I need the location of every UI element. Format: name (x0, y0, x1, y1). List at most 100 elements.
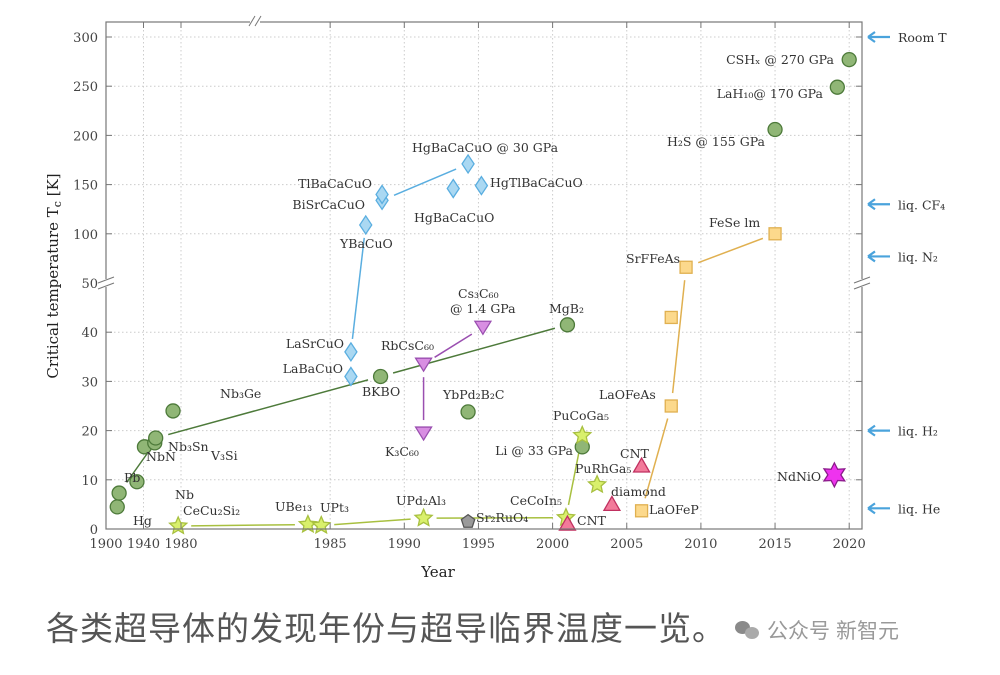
diamond-marker (344, 366, 358, 387)
circle-marker (841, 51, 857, 68)
triangle-down-marker (414, 426, 433, 442)
y-tick-label: 0 (90, 523, 98, 538)
watermark: 公众号 新智元 (735, 615, 899, 645)
point-label: @ 1.4 GPa (450, 301, 516, 316)
point-label: LaBaCuO (283, 361, 343, 376)
circle-marker (111, 485, 127, 501)
x-tick-label: 2020 (833, 537, 866, 552)
square-marker (679, 260, 693, 274)
triangle-down-marker (414, 357, 433, 373)
left-arrow-icon (867, 198, 890, 211)
point-label: Nb (175, 487, 194, 502)
y-tick-label: 50 (81, 277, 98, 292)
x-axis-label: Year (420, 563, 455, 581)
circle-marker (372, 368, 389, 385)
x-tick-label: 1940 (127, 537, 160, 552)
data-points (109, 51, 857, 535)
point-label: RbCsC₆₀ (381, 338, 434, 353)
square-marker (768, 227, 782, 241)
connector-line (434, 333, 473, 358)
point-label: CNT (620, 446, 650, 461)
point-label: Sr₂RuO₄ (476, 510, 528, 525)
watermark-account-label: 公众号 (767, 619, 830, 643)
reference-level-label: Room T (898, 30, 947, 45)
diamond-marker (461, 153, 475, 175)
circle-marker (460, 404, 476, 420)
point-label: NbN (146, 449, 176, 464)
point-label: Cs₃C₆₀ (458, 286, 499, 301)
diamond-marker (344, 341, 358, 363)
reference-level-label: liq. He (898, 501, 940, 516)
triangle-down-marker (473, 320, 493, 336)
y-tick-label: 20 (81, 425, 98, 440)
point-label: HgBaCaCuO @ 30 GPa (412, 140, 559, 155)
connector-line (168, 379, 369, 436)
connector-line (644, 418, 669, 499)
y-tick-label: 250 (73, 80, 98, 95)
point-label: LaOFeAs (599, 387, 656, 402)
point-label: YbPd₂B₂C (442, 387, 504, 402)
x-tick-label: 1985 (314, 537, 347, 552)
square-marker (664, 310, 678, 325)
axis-break-mask (250, 18, 260, 26)
axis-break-mask (855, 279, 869, 287)
point-label: LaOFeP (649, 502, 699, 517)
x-tick-label: 1900 (89, 537, 122, 552)
connector-line (393, 168, 457, 196)
y-tick-label: 200 (73, 129, 98, 144)
connector-line (567, 448, 581, 506)
x-tick-label: 2005 (610, 537, 643, 552)
circle-marker (165, 403, 181, 419)
axis-ticks: 1900 1940 1980 1985 1990 1995 2000 2005 2010 2015… (73, 15, 871, 552)
point-label: PuRhGa₅ (575, 461, 631, 476)
connector-line (334, 518, 411, 526)
pentagon-marker (460, 513, 476, 528)
left-arrow-icon (867, 250, 890, 263)
point-label: CeCu₂Si₂ (183, 503, 240, 518)
hexagram-marker (822, 461, 847, 489)
star-marker (413, 507, 434, 527)
point-label: BKBO (362, 384, 400, 399)
point-label: UPd₂Al₃ (396, 493, 446, 508)
point-label: LaSrCuO (286, 336, 344, 351)
connector-lines (126, 168, 764, 527)
point-label: diamond (611, 484, 666, 499)
point-label: NdNiO (777, 469, 821, 484)
star-marker (586, 474, 608, 494)
y-tick-label: 100 (73, 228, 98, 243)
left-arrow-icon (867, 502, 890, 515)
circle-marker (129, 474, 145, 490)
point-label: H₂S @ 155 GPa (667, 134, 766, 149)
point-label: UPt₃ (320, 500, 349, 515)
circle-marker (829, 79, 845, 95)
point-label: Nb₃Sn (168, 439, 209, 454)
reference-levels: Room T liq. CF₄ liq. N₂ liq. H₂ liq. He (867, 30, 947, 516)
triangle-up-marker (602, 495, 622, 512)
axis-break-mask (99, 279, 113, 287)
point-label: V₃Si (210, 448, 238, 463)
point-label: YBaCuO (339, 236, 393, 251)
diamond-marker (474, 175, 489, 196)
axis-break-icon (248, 15, 262, 27)
x-tick-label: 2000 (536, 537, 569, 552)
y-tick-label: 300 (73, 31, 98, 46)
circle-marker (109, 499, 125, 515)
star-marker (168, 515, 189, 535)
point-label: CeCoIn₅ (510, 493, 562, 508)
x-tick-label: 1990 (388, 537, 421, 552)
point-label: Hg (133, 513, 152, 528)
connector-line (191, 523, 295, 527)
triangle-up-marker (632, 456, 651, 473)
connector-line (697, 237, 764, 264)
star-marker (572, 424, 593, 445)
connector-line (351, 237, 365, 340)
axis-break-icon (853, 276, 871, 290)
point-label: LaH₁₀@ 170 GPa (717, 86, 824, 101)
point-label: Pb (124, 470, 140, 485)
reference-level-label: liq. N₂ (898, 249, 938, 264)
connector-line (671, 280, 686, 394)
plot-frame (105, 21, 863, 530)
point-label: Nb₃Ge (220, 386, 261, 401)
